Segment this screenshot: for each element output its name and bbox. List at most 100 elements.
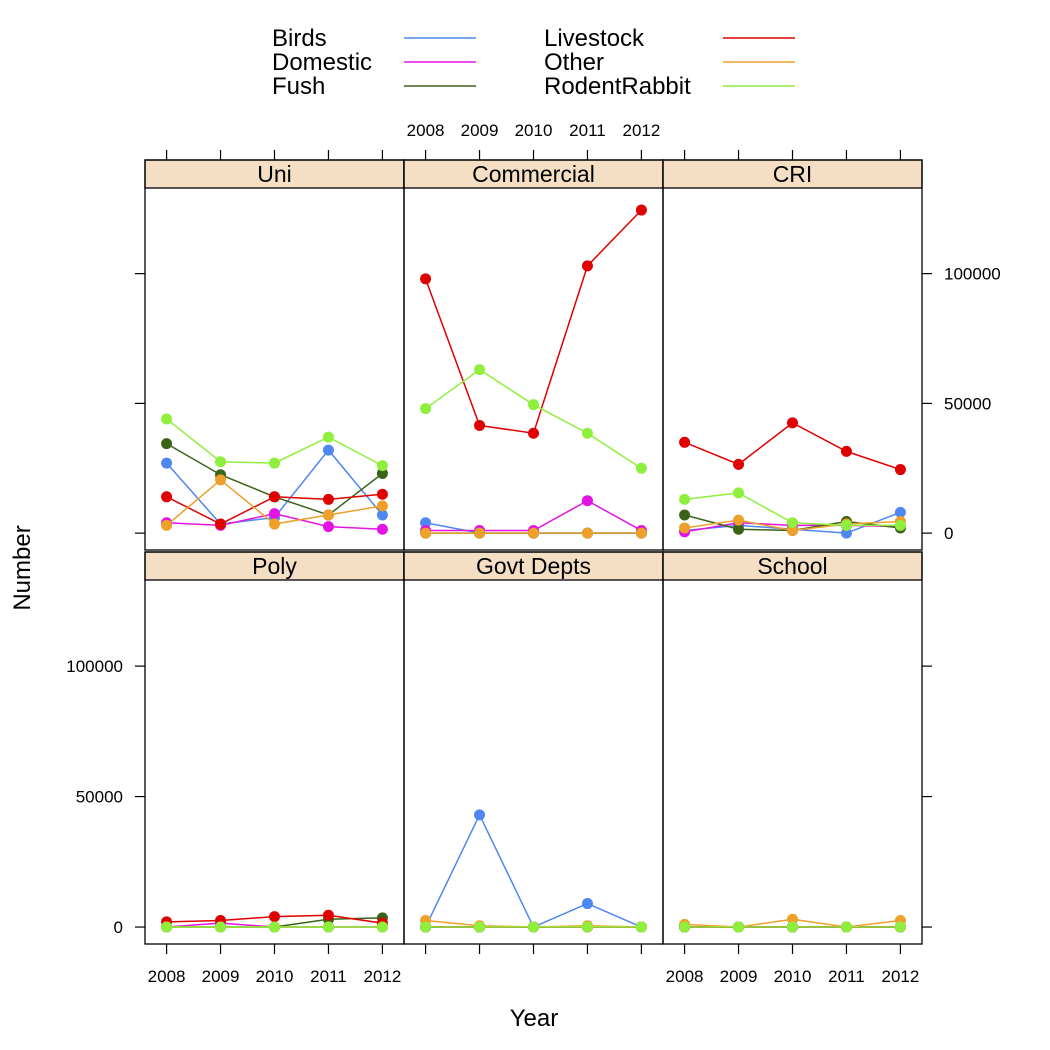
y-tick-label-right: 100000 — [944, 265, 1001, 284]
point-other-2010 — [787, 525, 798, 537]
panel-strip-label: Poly — [252, 553, 297, 579]
point-rodentrabbit-2009 — [474, 921, 486, 933]
y-tick-label-right: 50000 — [944, 394, 991, 413]
point-rodentrabbit-2008 — [420, 921, 432, 933]
x-tick-label-top: 2009 — [461, 121, 499, 140]
point-livestock-2008 — [679, 436, 691, 448]
point-birds-2012 — [376, 509, 388, 521]
point-rodentrabbit-2010 — [787, 921, 798, 933]
point-other-2010 — [269, 518, 280, 530]
panel-border — [403, 159, 664, 551]
point-rodentrabbit-2010 — [528, 921, 539, 933]
point-birds-2012 — [894, 506, 906, 518]
panel-strip-label: CRI — [773, 161, 813, 187]
point-rodentrabbit-2009 — [733, 921, 745, 933]
legend-label-domestic: Domestic — [272, 49, 372, 76]
point-domestic-2011 — [322, 521, 334, 533]
point-other-2011 — [322, 509, 334, 521]
y-tick-label-right: 0 — [944, 524, 953, 543]
panel-strip-label: Uni — [257, 161, 292, 187]
panel-strip-label: Commercial — [472, 161, 595, 187]
point-livestock-2008 — [161, 491, 173, 503]
point-fush-2008 — [161, 438, 173, 450]
point-fush-2009 — [733, 523, 745, 535]
point-rodentrabbit-2010 — [528, 399, 539, 411]
point-livestock-2011 — [581, 260, 593, 272]
legend-label-birds: Birds — [272, 25, 327, 52]
point-other-2008 — [679, 522, 691, 534]
panel-data — [161, 909, 388, 933]
x-tick-label-bottom: 2012 — [882, 967, 920, 986]
panel-school: School — [662, 551, 923, 945]
panel-strip — [144, 551, 405, 581]
point-livestock-2010 — [787, 417, 798, 429]
y-axis-title: Number — [9, 525, 36, 610]
panel-strip-label: Govt Depts — [476, 553, 591, 579]
axes: 2008 2009 2010 2011 2012 2008 2009 2010 2011 2012… — [66, 121, 1000, 986]
panel-poly: Poly — [144, 551, 405, 945]
x-tick-label-top: 2010 — [515, 121, 553, 140]
x-tick-label-bottom: 2008 — [666, 967, 704, 986]
panels: Uni Commercial CRI Poly Govt Depts School — [144, 159, 923, 945]
point-rodentrabbit-2012 — [635, 921, 647, 933]
y-tick-label-left: 100000 — [66, 657, 123, 676]
point-livestock-2008 — [420, 273, 432, 285]
point-rodentrabbit-2008 — [679, 493, 691, 505]
x-tick-label-bottom: 2012 — [364, 967, 402, 986]
point-birds-2011 — [581, 898, 593, 910]
series-line-birds — [424, 813, 642, 929]
y-tick-label-left: 0 — [114, 918, 123, 937]
point-rodentrabbit-2012 — [894, 921, 906, 933]
panel-border — [662, 551, 923, 945]
point-rodentrabbit-2008 — [161, 921, 173, 933]
x-tick-label-bottom: 2010 — [256, 967, 294, 986]
point-fush-2008 — [679, 509, 691, 521]
panel-strip-label: School — [757, 553, 827, 579]
x-tick-label-bottom: 2011 — [828, 967, 865, 986]
legend-label-rodentrabbit: RodentRabbit — [544, 73, 691, 100]
x-tick-label-bottom: 2010 — [774, 967, 812, 986]
point-rodentrabbit-2012 — [376, 921, 388, 933]
legend-label-fush: Fush — [272, 73, 325, 100]
panel-data — [420, 809, 647, 933]
point-birds-2011 — [322, 444, 334, 456]
panel-uni: Uni — [144, 159, 405, 551]
point-rodentrabbit-2011 — [581, 427, 593, 439]
legend-label-other: Other — [544, 49, 604, 76]
point-rodentrabbit-2010 — [269, 457, 280, 469]
x-tick-label-top: 2011 — [569, 121, 606, 140]
point-livestock-2009 — [474, 419, 486, 431]
panel-data — [679, 417, 906, 539]
point-birds-2011 — [840, 527, 852, 539]
point-other-2010 — [528, 527, 539, 539]
point-rodentrabbit-2011 — [322, 431, 334, 443]
point-other-2009 — [474, 527, 486, 539]
panel-data — [420, 204, 647, 539]
point-rodentrabbit-2012 — [635, 462, 647, 474]
point-rodentrabbit-2012 — [376, 460, 388, 472]
point-other-2012 — [635, 527, 647, 539]
point-other-2011 — [581, 527, 593, 539]
x-tick-label-bottom: 2008 — [148, 967, 186, 986]
point-other-2008 — [161, 519, 173, 531]
point-fush-2012 — [376, 467, 388, 479]
point-other-2012 — [376, 500, 388, 512]
point-rodentrabbit-2011 — [840, 519, 852, 531]
point-rodentrabbit-2011 — [581, 921, 593, 933]
point-rodentrabbit-2012 — [894, 519, 906, 531]
point-other-2009 — [215, 474, 227, 486]
point-rodentrabbit-2009 — [733, 487, 745, 499]
x-axis-title: Year — [510, 1005, 559, 1032]
point-other-2010 — [787, 913, 798, 925]
point-rodentrabbit-2011 — [840, 921, 852, 933]
point-rodentrabbit-2009 — [215, 456, 227, 468]
point-livestock-2012 — [635, 204, 647, 216]
point-rodentrabbit-2009 — [215, 921, 227, 933]
point-livestock-2009 — [215, 518, 227, 530]
panel-border — [144, 551, 405, 945]
point-rodentrabbit-2008 — [161, 413, 173, 425]
panel-border — [662, 159, 923, 551]
point-domestic-2011 — [581, 495, 593, 507]
panel-govt-depts: Govt Depts — [403, 551, 664, 945]
